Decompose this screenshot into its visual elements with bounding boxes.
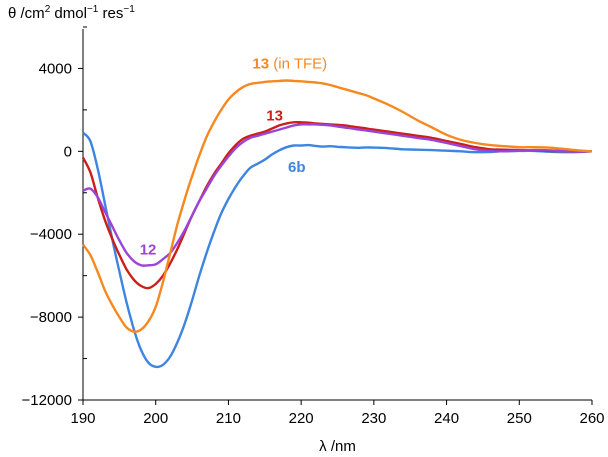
series-label-13-in-tfe: 13 (in TFE) bbox=[252, 55, 327, 72]
y-tick-label: −4000 bbox=[30, 226, 72, 243]
x-tick-label: 200 bbox=[143, 410, 168, 427]
y-tick-label: 4000 bbox=[39, 60, 72, 77]
series-line-13 bbox=[81, 121, 593, 290]
y-tick-label: 0 bbox=[64, 143, 72, 160]
x-axis-title: λ /nm bbox=[319, 438, 356, 455]
series-label-12: 12 bbox=[140, 242, 157, 259]
x-tick-label: 260 bbox=[579, 410, 604, 427]
series-line-6b bbox=[82, 131, 593, 369]
y-tick-label: −12000 bbox=[22, 392, 72, 409]
x-tick-label: 220 bbox=[289, 410, 314, 427]
y-tick-label: −8000 bbox=[30, 309, 72, 326]
series-line-13-in-tfe bbox=[82, 79, 593, 333]
x-tick-label: 230 bbox=[361, 410, 386, 427]
x-tick-label: 240 bbox=[434, 410, 459, 427]
series-label-6b: 6b bbox=[288, 159, 306, 176]
series-labels: 13 (in TFE) 13 6b 12 bbox=[140, 55, 327, 258]
x-tick-label: 210 bbox=[216, 410, 241, 427]
y-axis-title: θ /cm2 dmol−1 res−1 bbox=[8, 4, 135, 22]
axes: −12000 −8000 −4000 0 4000 190 200 210 220 230 240 2… bbox=[22, 26, 605, 427]
series-lines bbox=[81, 79, 593, 369]
x-tick-label: 190 bbox=[70, 410, 95, 427]
series-label-13: 13 bbox=[266, 108, 283, 125]
series-line-12 bbox=[82, 123, 593, 267]
x-tick-label: 250 bbox=[507, 410, 532, 427]
